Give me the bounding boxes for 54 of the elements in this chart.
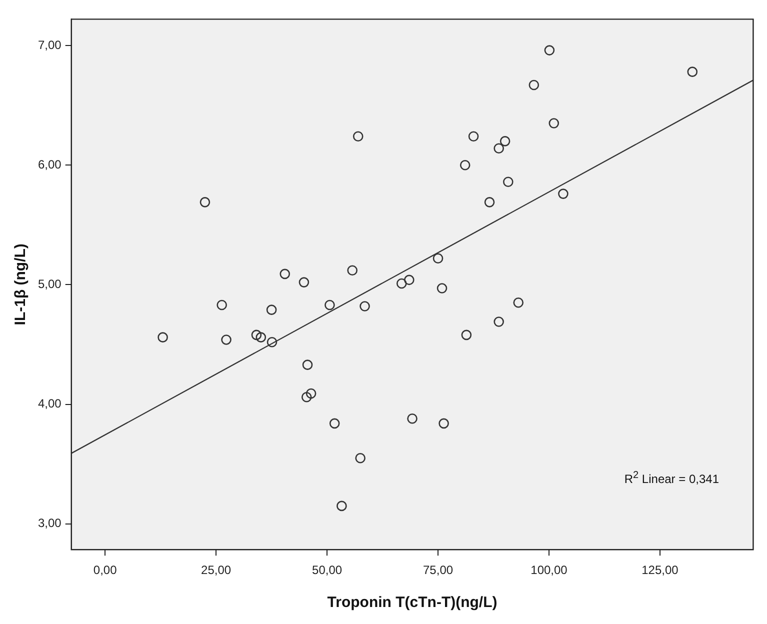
- point: [432, 253, 444, 264]
- point: [200, 197, 210, 208]
- point: [251, 330, 262, 340]
- point: [360, 301, 370, 312]
- point: [256, 332, 266, 342]
- point: [266, 304, 277, 315]
- y-tick-label: 4,00: [38, 396, 62, 411]
- x-tick-label: 0,00: [93, 563, 118, 578]
- point: [548, 118, 560, 128]
- point: [436, 283, 448, 294]
- point: [544, 45, 555, 56]
- point: [302, 360, 313, 370]
- point: [329, 418, 340, 429]
- x-axis-title: Troponin T(cTn-T)(ng/L): [327, 594, 498, 612]
- x-tick-label: 100,00: [530, 563, 568, 578]
- point: [216, 300, 227, 310]
- point: [528, 80, 540, 90]
- point: [347, 265, 358, 276]
- point: [500, 136, 510, 146]
- point: [407, 413, 418, 424]
- point: [503, 176, 514, 187]
- point: [355, 452, 366, 464]
- point: [513, 297, 524, 308]
- y-tick-label: 6,00: [38, 157, 62, 172]
- y-tick-label: 7,00: [38, 38, 62, 52]
- point: [460, 160, 470, 170]
- y-tick-label: 5,00: [38, 277, 62, 292]
- point: [301, 392, 312, 402]
- point: [468, 131, 479, 142]
- annotation: R$^{2}$ Linear = 0,341: [624, 470, 719, 486]
- point: [494, 316, 504, 327]
- point: [324, 300, 335, 310]
- x-tick-label: 75,00: [423, 563, 454, 578]
- point: [352, 131, 364, 142]
- point: [336, 500, 347, 512]
- x-tick-label: 125,00: [642, 563, 679, 578]
- point: [484, 197, 495, 208]
- point: [494, 143, 504, 154]
- y-tick-label: 3,00: [38, 516, 62, 530]
- point: [298, 277, 310, 288]
- point: [461, 330, 472, 340]
- point: [396, 278, 407, 289]
- point: [306, 388, 316, 399]
- point: [221, 334, 232, 345]
- y-axis-title: IL-1β (ng/L): [12, 244, 30, 326]
- point: [438, 418, 449, 429]
- point: [158, 332, 168, 342]
- point: [687, 66, 698, 77]
- point: [280, 268, 290, 280]
- point: [404, 274, 414, 286]
- x-tick-label: 25,00: [201, 563, 232, 578]
- point: [558, 188, 568, 199]
- x-tick-label: 50,00: [312, 563, 342, 578]
- point: [266, 336, 278, 348]
